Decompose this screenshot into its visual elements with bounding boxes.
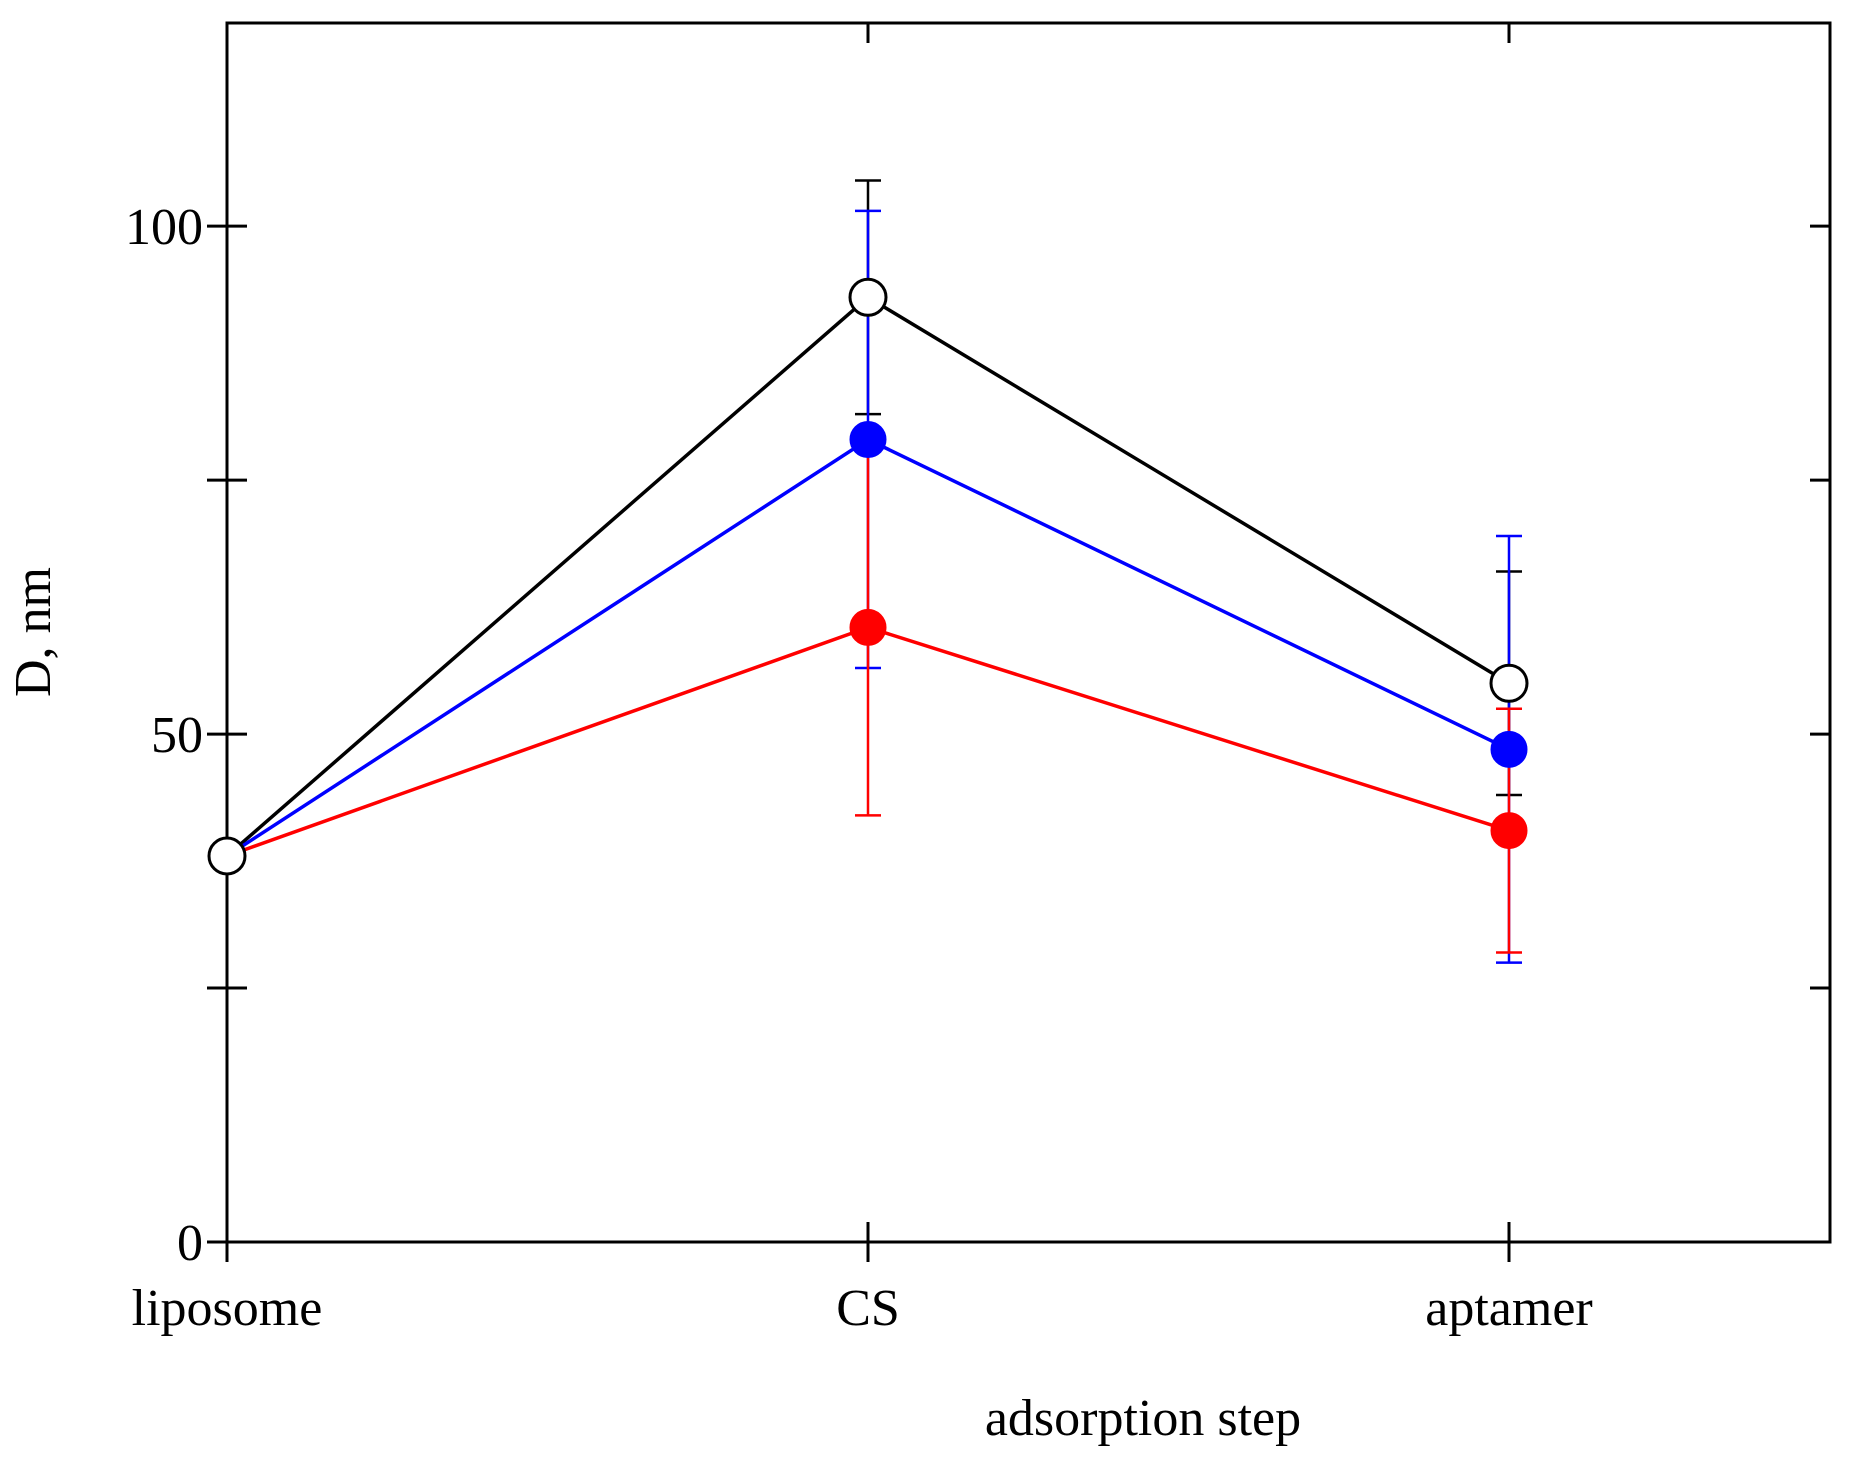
y-tick-label: 100	[125, 199, 203, 256]
x-tick-label: CS	[836, 1280, 900, 1337]
marker-black-liposome	[207, 836, 247, 876]
x-tick-label: liposome	[132, 1280, 323, 1337]
marker-black-CS	[848, 277, 888, 317]
y-tick-label: 0	[177, 1215, 203, 1272]
marker-red-CS	[849, 608, 887, 646]
marker-blue-aptamer	[1490, 730, 1528, 768]
marker-blue-CS	[849, 420, 887, 458]
plot-frame	[225, 21, 1832, 1244]
marker-red-aptamer	[1490, 812, 1528, 850]
y-axis-title: D, nm	[5, 567, 62, 697]
x-tick-label: aptamer	[1425, 1280, 1592, 1337]
y-tick-label: 50	[151, 707, 203, 764]
x-axis-title: adsorption step	[985, 1390, 1301, 1447]
marker-black-aptamer	[1489, 663, 1529, 703]
